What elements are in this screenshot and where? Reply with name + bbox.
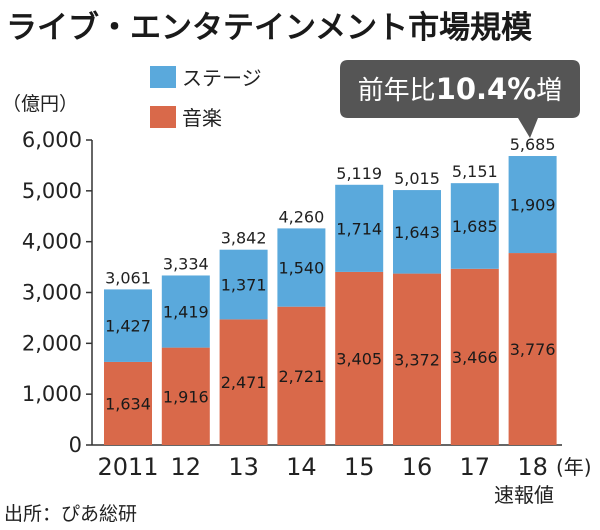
bar-music — [277, 306, 326, 445]
bar-music-label: 1,916 — [163, 387, 209, 406]
x-axis-unit-label: (年) — [556, 455, 592, 479]
y-tick-label: 6,000 — [22, 128, 82, 152]
bar-stage — [161, 275, 210, 348]
bar-stage — [277, 228, 326, 307]
bar-music-label: 3,776 — [510, 340, 556, 359]
bar-music — [508, 253, 557, 445]
x-tick-label: 12 — [171, 453, 202, 481]
legend-swatch-stage — [150, 66, 176, 88]
bar-music-label: 2,721 — [278, 367, 324, 386]
preliminary-note: 速報値 — [494, 483, 554, 507]
bar-total-label: 5,685 — [510, 135, 556, 154]
bar-stage — [335, 184, 384, 272]
growth-callout: 前年比10.4%増 — [340, 60, 580, 138]
bar-stage-label: 1,714 — [336, 219, 382, 238]
callout-text: 前年比10.4%増 — [358, 72, 563, 106]
chart-title: ライブ・エンタテインメント市場規模 — [6, 10, 532, 46]
bar-stage-label: 1,685 — [452, 217, 498, 236]
legend-swatch-music — [150, 106, 176, 128]
y-axis-unit-label: （億円） — [2, 93, 78, 115]
bar-total-label: 5,119 — [336, 164, 382, 183]
bar-stage-label: 1,371 — [221, 276, 267, 295]
bar-music-label: 3,466 — [452, 348, 498, 367]
y-tick-label: 5,000 — [22, 179, 82, 203]
bar-music — [393, 273, 441, 445]
bar-stage-label: 1,427 — [105, 317, 151, 336]
bar-total-label: 5,151 — [452, 162, 498, 181]
bar-music-label: 3,372 — [394, 350, 440, 369]
y-tick-label: 3,000 — [22, 281, 82, 305]
bar-stage — [508, 156, 557, 254]
x-tick-label: 15 — [344, 453, 375, 481]
x-tick-label: 16 — [402, 453, 433, 481]
bar-music — [104, 361, 152, 445]
plot-area: 0 1,000 2,000 3,000 4,000 5,000 6,000 1,634 1,42… — [22, 128, 562, 481]
bar-stage — [393, 190, 441, 274]
bar-music-label: 1,634 — [105, 394, 151, 413]
x-tick-label: 14 — [286, 453, 317, 481]
bar-music-label: 2,471 — [221, 373, 267, 392]
bar-music — [335, 271, 384, 445]
y-tick-label: 4,000 — [22, 230, 82, 254]
x-tick-label: 18 — [517, 453, 548, 481]
bar-stage-label: 1,419 — [163, 303, 209, 322]
callout-value: 10.4% — [436, 72, 537, 106]
bar-total-label: 3,061 — [105, 268, 151, 287]
bar-stage-label: 1,540 — [278, 259, 324, 278]
x-tick-label: 2011 — [97, 453, 158, 481]
bar-stage-label: 1,643 — [394, 223, 440, 242]
y-tick-label: 0 — [69, 433, 82, 457]
callout-prefix: 前年比 — [358, 76, 436, 106]
bar-music — [161, 347, 210, 445]
bar-music — [219, 319, 268, 445]
bar-music — [450, 268, 499, 445]
bar-stage — [104, 289, 152, 362]
x-tick-label: 17 — [460, 453, 491, 481]
bar-stage — [219, 249, 268, 320]
bar-total-label: 3,842 — [221, 229, 267, 248]
y-tick-label: 2,000 — [22, 331, 82, 355]
bar-total-label: 3,334 — [163, 254, 209, 273]
bar-total-label: 5,015 — [394, 169, 440, 188]
source-note: 出所：ぴあ総研 — [4, 503, 137, 525]
bar-stage — [450, 183, 499, 269]
bar-total-label: 4,260 — [278, 207, 324, 226]
x-tick-label: 13 — [228, 453, 259, 481]
callout-suffix: 増 — [536, 76, 562, 106]
bar-stage-label: 1,909 — [510, 196, 556, 215]
y-tick-label: 1,000 — [22, 382, 82, 406]
legend-label-music: 音楽 — [182, 106, 222, 130]
legend-label-stage: ステージ — [182, 66, 262, 90]
bar-music-label: 3,405 — [336, 349, 382, 368]
